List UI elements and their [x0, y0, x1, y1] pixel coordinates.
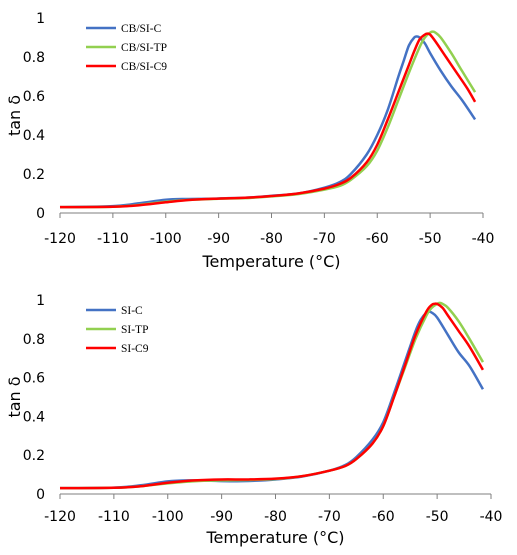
x-axis-title: Temperature (°C)	[201, 252, 340, 271]
x-tick-label: -70	[313, 231, 336, 247]
y-tick-label: 0	[36, 487, 45, 503]
y-axis-title: tan δ	[5, 95, 24, 136]
legend-label-cb-si-c: CB/SI-C	[121, 23, 162, 35]
y-tick-label: 0.2	[23, 167, 45, 183]
x-tick-label: -50	[426, 509, 449, 525]
y-tick-label: 0	[36, 206, 45, 222]
x-tick-label: -110	[98, 509, 130, 525]
series-line-si-c9	[59, 302, 485, 490]
x-tick-label: -100	[152, 509, 184, 525]
x-tick-label: -80	[260, 231, 283, 247]
x-tick-label: -40	[472, 231, 495, 247]
y-tick-label: 0.8	[23, 332, 45, 348]
x-tick-label: -120	[44, 231, 76, 247]
x-tick-label: -100	[150, 231, 182, 247]
chart-1: -120 -110 -100 -90 -80 -70 -60 -50 -40 0 0.2 0.4 0.6…	[5, 11, 494, 271]
chart-2: -120 -110 -100 -90 -80 -70 -60 -50 -40 0 0.2 0.4 0.6…	[5, 293, 502, 547]
series-line-cb-si-c9	[59, 32, 477, 209]
x-tick-label: -80	[264, 509, 287, 525]
legend-label-cb-si-tp: CB/SI-TP	[121, 42, 167, 54]
x-tick-label: -70	[318, 509, 341, 525]
legend-label-si-c9: SI-C9	[121, 343, 149, 355]
legend-label-cb-si-c9: CB/SI-C9	[121, 61, 167, 73]
x-tick-label: -90	[210, 509, 233, 525]
series-line-si-c	[59, 310, 485, 490]
y-tick-label: 0.2	[23, 448, 45, 464]
x-tick-label: -110	[97, 231, 129, 247]
x-tick-label: -50	[419, 231, 442, 247]
y-axis-title: tan δ	[5, 376, 24, 417]
x-tick-label: -90	[207, 231, 230, 247]
x-tick-label: -60	[372, 509, 395, 525]
y-tick-label: 0.4	[23, 128, 45, 144]
y-tick-label: 1	[36, 11, 45, 27]
legend-label-si-tp: SI-TP	[121, 324, 148, 336]
y-tick-label: 1	[36, 293, 45, 309]
x-tick-label: -40	[480, 509, 503, 525]
y-tick-label: 0.6	[23, 371, 45, 387]
x-axis-title: Temperature (°C)	[205, 528, 344, 547]
x-tick-label: -60	[366, 231, 389, 247]
y-tick-label: 0.6	[23, 89, 45, 105]
legend-label-si-c: SI-C	[121, 305, 143, 317]
x-tick-label: -120	[44, 509, 76, 525]
y-tick-label: 0.4	[23, 409, 45, 425]
y-tick-label: 0.8	[23, 50, 45, 66]
